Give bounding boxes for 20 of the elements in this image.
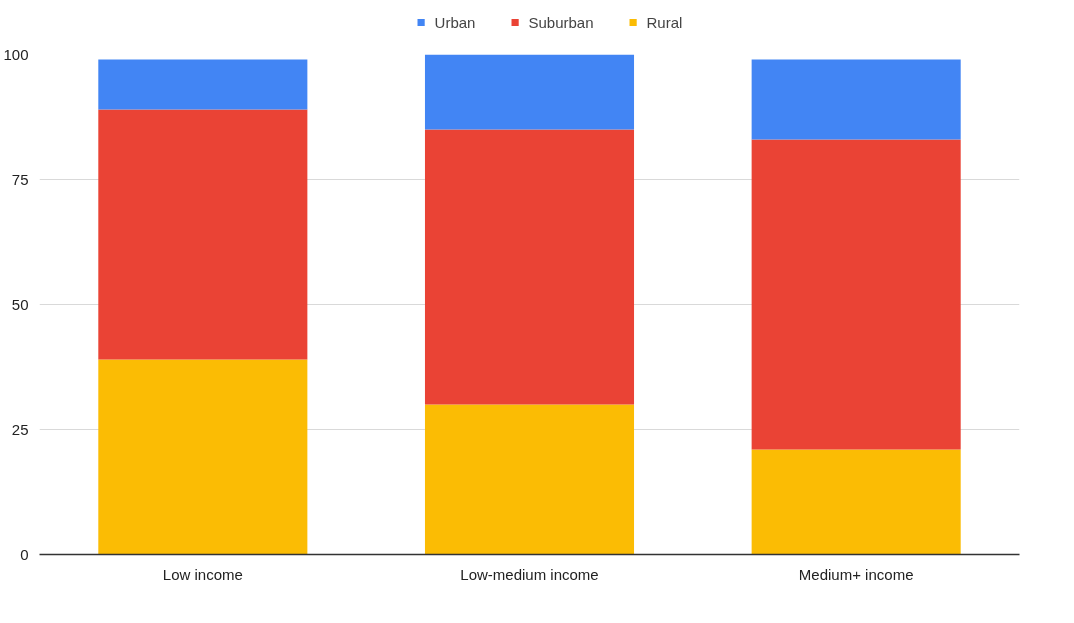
y-tick-label: 0 — [20, 545, 29, 563]
bar — [751, 449, 961, 555]
bar — [98, 59, 308, 110]
legend-label: Rural — [646, 13, 683, 31]
bar — [424, 404, 635, 555]
x-tick-label: Low income — [162, 565, 243, 583]
y-tick-label: 100 — [3, 45, 29, 63]
bar — [751, 139, 961, 450]
x-tick-label: Low-medium income — [460, 565, 599, 583]
y-tick-label: 25 — [11, 420, 29, 438]
bar — [424, 129, 635, 405]
x-tick-label: Medium+ income — [798, 565, 914, 583]
bar — [98, 109, 308, 360]
y-tick-label: 50 — [11, 295, 29, 313]
legend-label: Suburban — [528, 13, 594, 31]
legend-label: Urban — [434, 13, 476, 31]
bar — [98, 359, 308, 555]
y-tick-label: 75 — [11, 170, 29, 188]
bar — [751, 59, 961, 140]
bar — [424, 54, 635, 130]
